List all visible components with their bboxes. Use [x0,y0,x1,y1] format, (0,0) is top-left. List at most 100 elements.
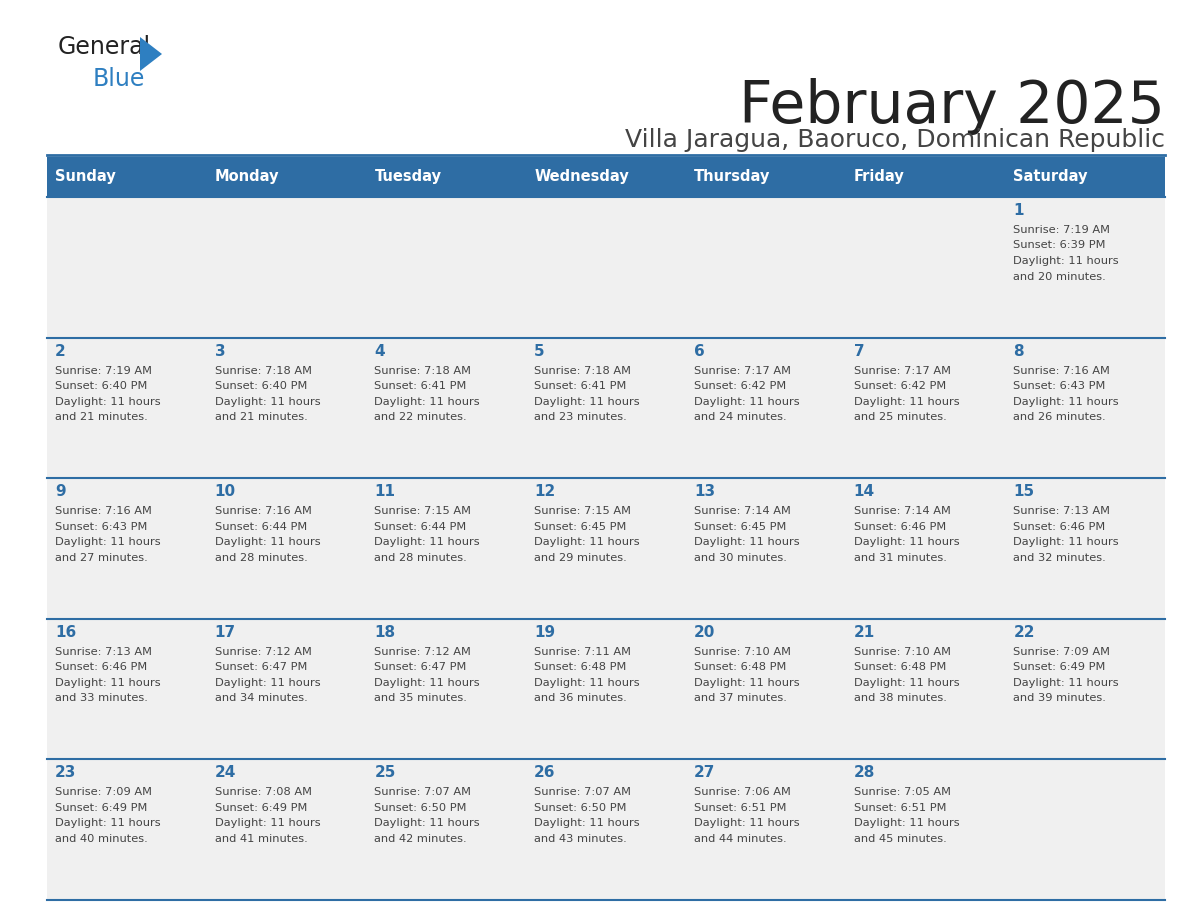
Text: Sunset: 6:39 PM: Sunset: 6:39 PM [1013,241,1106,251]
Text: Daylight: 11 hours: Daylight: 11 hours [535,537,640,547]
Text: and 42 minutes.: and 42 minutes. [374,834,467,844]
Text: Sunrise: 7:13 AM: Sunrise: 7:13 AM [55,647,152,656]
Text: 3: 3 [215,343,226,359]
Text: Daylight: 11 hours: Daylight: 11 hours [374,819,480,828]
Text: Sunrise: 7:19 AM: Sunrise: 7:19 AM [55,365,152,375]
Bar [526,759,685,900]
Text: Daylight: 11 hours: Daylight: 11 hours [55,677,160,688]
Text: and 38 minutes.: and 38 minutes. [853,693,947,703]
Text: Daylight: 11 hours: Daylight: 11 hours [853,819,959,828]
Text: General: General [58,35,151,59]
Text: 7: 7 [853,343,864,359]
Text: Sunrise: 7:12 AM: Sunrise: 7:12 AM [215,647,311,656]
Text: 26: 26 [535,766,556,780]
Text: Sunset: 6:46 PM: Sunset: 6:46 PM [55,662,147,672]
Text: 9: 9 [55,484,65,499]
Bar [846,478,1005,619]
Text: and 29 minutes.: and 29 minutes. [535,553,627,563]
Bar [207,478,366,619]
Bar [366,197,526,338]
Text: Sunset: 6:43 PM: Sunset: 6:43 PM [1013,381,1106,391]
Text: Sunset: 6:41 PM: Sunset: 6:41 PM [374,381,467,391]
Text: Sunset: 6:50 PM: Sunset: 6:50 PM [374,803,467,813]
Text: Daylight: 11 hours: Daylight: 11 hours [535,397,640,407]
Text: Friday: Friday [853,170,904,185]
Text: Daylight: 11 hours: Daylight: 11 hours [853,397,959,407]
Text: Sunset: 6:49 PM: Sunset: 6:49 PM [1013,662,1106,672]
Text: 19: 19 [535,625,555,640]
Text: Daylight: 11 hours: Daylight: 11 hours [535,677,640,688]
Text: and 28 minutes.: and 28 minutes. [215,553,308,563]
Text: 12: 12 [535,484,556,499]
Text: Wednesday: Wednesday [535,170,628,185]
Text: and 30 minutes.: and 30 minutes. [694,553,786,563]
Text: Sunset: 6:47 PM: Sunset: 6:47 PM [374,662,467,672]
Text: and 22 minutes.: and 22 minutes. [374,412,467,422]
Text: Sunrise: 7:12 AM: Sunrise: 7:12 AM [374,647,472,656]
Text: Daylight: 11 hours: Daylight: 11 hours [374,537,480,547]
Text: Sunrise: 7:19 AM: Sunrise: 7:19 AM [1013,225,1111,235]
Bar [685,759,846,900]
Polygon shape [140,37,162,71]
Text: Sunrise: 7:07 AM: Sunrise: 7:07 AM [535,788,631,798]
Text: Sunset: 6:44 PM: Sunset: 6:44 PM [215,521,307,532]
Text: Sunset: 6:45 PM: Sunset: 6:45 PM [535,521,626,532]
Bar [846,338,1005,478]
Bar [366,478,526,619]
Text: 25: 25 [374,766,396,780]
Text: Sunset: 6:47 PM: Sunset: 6:47 PM [215,662,307,672]
Bar [207,619,366,759]
Text: Villa Jaragua, Baoruco, Dominican Republic: Villa Jaragua, Baoruco, Dominican Republ… [625,128,1165,152]
Text: Sunset: 6:48 PM: Sunset: 6:48 PM [853,662,946,672]
Text: Sunrise: 7:06 AM: Sunrise: 7:06 AM [694,788,791,798]
Text: Thursday: Thursday [694,170,770,185]
Text: Daylight: 11 hours: Daylight: 11 hours [215,677,321,688]
Text: Daylight: 11 hours: Daylight: 11 hours [215,537,321,547]
Bar [366,759,526,900]
Text: Sunset: 6:44 PM: Sunset: 6:44 PM [374,521,467,532]
Text: 15: 15 [1013,484,1035,499]
Bar [48,478,207,619]
Text: Sunrise: 7:15 AM: Sunrise: 7:15 AM [374,506,472,516]
Bar [846,759,1005,900]
Text: 4: 4 [374,343,385,359]
Text: Sunset: 6:40 PM: Sunset: 6:40 PM [215,381,307,391]
Text: Sunrise: 7:09 AM: Sunrise: 7:09 AM [55,788,152,798]
Text: Sunset: 6:51 PM: Sunset: 6:51 PM [694,803,786,813]
Bar [685,478,846,619]
Text: and 31 minutes.: and 31 minutes. [853,553,947,563]
Bar [48,338,207,478]
Text: Daylight: 11 hours: Daylight: 11 hours [215,819,321,828]
Text: Daylight: 11 hours: Daylight: 11 hours [215,397,321,407]
Text: and 45 minutes.: and 45 minutes. [853,834,947,844]
Text: Sunset: 6:40 PM: Sunset: 6:40 PM [55,381,147,391]
Text: Sunrise: 7:18 AM: Sunrise: 7:18 AM [215,365,311,375]
Text: Blue: Blue [93,67,145,91]
Text: Daylight: 11 hours: Daylight: 11 hours [1013,677,1119,688]
Text: Sunrise: 7:16 AM: Sunrise: 7:16 AM [55,506,152,516]
Text: 18: 18 [374,625,396,640]
Text: Sunset: 6:41 PM: Sunset: 6:41 PM [535,381,626,391]
Text: and 32 minutes.: and 32 minutes. [1013,553,1106,563]
Text: Sunrise: 7:18 AM: Sunrise: 7:18 AM [535,365,631,375]
Bar [685,338,846,478]
Text: Sunrise: 7:05 AM: Sunrise: 7:05 AM [853,788,950,798]
Text: Daylight: 11 hours: Daylight: 11 hours [55,537,160,547]
Text: Saturday: Saturday [1013,170,1088,185]
Text: 10: 10 [215,484,236,499]
Text: and 26 minutes.: and 26 minutes. [1013,412,1106,422]
Bar [48,157,1165,197]
Text: Monday: Monday [215,170,279,185]
Text: Daylight: 11 hours: Daylight: 11 hours [55,397,160,407]
Text: 13: 13 [694,484,715,499]
Text: Sunrise: 7:16 AM: Sunrise: 7:16 AM [215,506,311,516]
Text: Daylight: 11 hours: Daylight: 11 hours [535,819,640,828]
Text: Sunset: 6:49 PM: Sunset: 6:49 PM [55,803,147,813]
Bar [1005,759,1165,900]
Text: Sunset: 6:42 PM: Sunset: 6:42 PM [853,381,946,391]
Text: Sunrise: 7:14 AM: Sunrise: 7:14 AM [853,506,950,516]
Bar [685,619,846,759]
Text: 11: 11 [374,484,396,499]
Text: Sunset: 6:45 PM: Sunset: 6:45 PM [694,521,786,532]
Text: Sunset: 6:50 PM: Sunset: 6:50 PM [535,803,626,813]
